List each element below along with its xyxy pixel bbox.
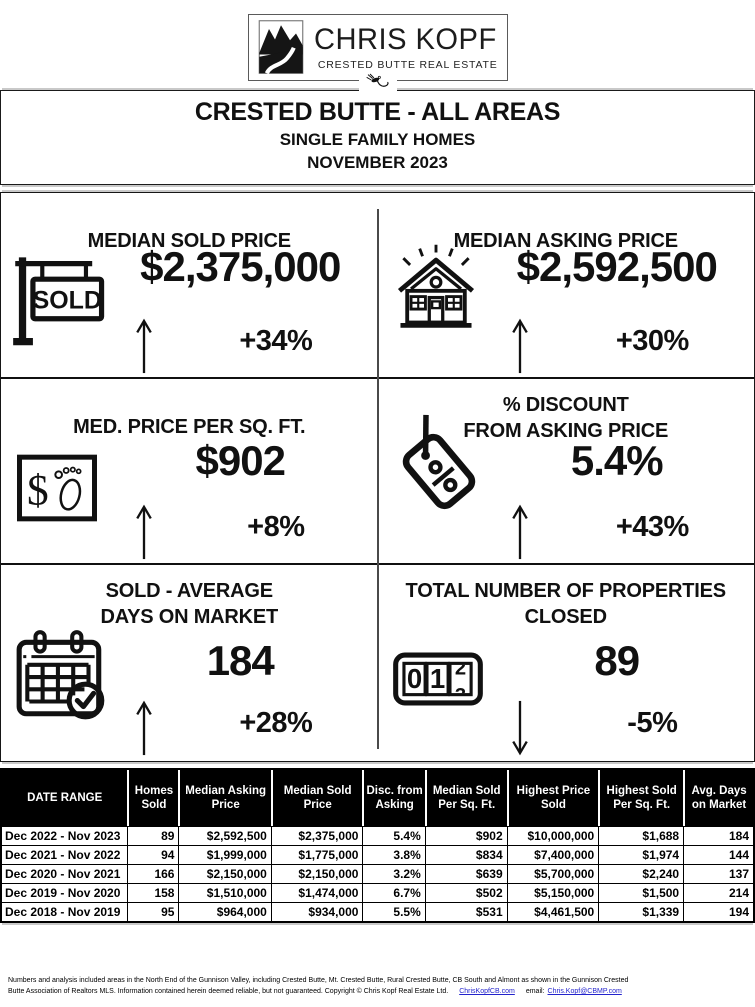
trend-down-arrow-icon <box>509 699 531 757</box>
stat-value: $902 <box>195 437 286 484</box>
stat-title: MEDIAN ASKING PRICE <box>453 230 679 252</box>
stat-title: % DISCOUNT FROM ASKING PRICE <box>463 394 669 442</box>
stat-panel-median-sold-price: MEDIAN SOLD PRICE SOLD $2,375,000 +34% <box>1 193 378 377</box>
stats-grid: MEDIAN SOLD PRICE SOLD $2,375,000 +34% <box>0 192 755 762</box>
table-row: Dec 2018 - Nov 2019 95 $964,000 $934,000… <box>2 902 753 921</box>
trend-up-arrow-icon <box>509 317 531 375</box>
brand-tagline: CRESTED BUTTE REAL ESTATE <box>317 58 498 71</box>
stat-change: +34% <box>239 325 313 357</box>
cell-date-range: Dec 2018 - Nov 2019 <box>2 902 128 921</box>
trend-up-arrow-icon <box>133 503 155 561</box>
cell-date-range: Dec 2022 - Nov 2023 <box>2 826 128 845</box>
website-link[interactable]: ChrisKopfCB.com <box>459 988 515 996</box>
stat-panel-price-per-sqft: MED. PRICE PER SQ. FT. $ $902 <box>1 379 378 563</box>
stat-panel-days-on-market: SOLD - AVERAGE DAYS ON MARKET 184 <box>1 565 378 761</box>
sold-sign-icon: SOLD <box>9 247 113 353</box>
cell-date-range: Dec 2019 - Nov 2020 <box>2 883 128 902</box>
table-row: Dec 2019 - Nov 2020 158 $1,510,000 $1,47… <box>2 883 753 902</box>
svg-text:2: 2 <box>454 657 465 679</box>
svg-text:$: $ <box>27 467 49 515</box>
price-tag-percent-icon <box>384 411 494 521</box>
stat-value: 5.4% <box>570 437 664 484</box>
logo-text: CHRIS KOPF CRESTED BUTTE REAL ESTATE <box>314 23 502 71</box>
email-label: email: <box>525 988 545 996</box>
stat-change: +8% <box>247 511 305 543</box>
table-header-cell: Avg. Days on Market <box>683 770 753 826</box>
svg-text:0: 0 <box>406 663 421 694</box>
stat-panel-properties-closed: TOTAL NUMBER OF PROPERTIES CLOSED 0 1 2 3 <box>378 565 755 761</box>
stat-title: TOTAL NUMBER OF PROPERTIES CLOSED <box>405 580 727 628</box>
stat-title: MEDIAN SOLD PRICE <box>87 230 291 252</box>
fishing-fly-icon <box>358 73 397 91</box>
stat-change: +28% <box>239 707 313 739</box>
brand-logo: CHRIS KOPF CRESTED BUTTE REAL ESTATE <box>247 14 508 91</box>
email-link[interactable]: Chris.Kopf@CBMP.com <box>547 988 622 996</box>
page-title: CRESTED BUTTE - ALL AREAS <box>194 98 561 126</box>
disclaimer-line1: Numbers and analysis included areas in t… <box>8 977 629 984</box>
disclaimer-footer: Numbers and analysis included areas in t… <box>8 975 749 997</box>
counter-icon: 0 1 2 3 <box>392 649 484 709</box>
table-header-cell: Highest Price Sold <box>506 770 599 826</box>
table-row: Dec 2022 - Nov 2023 89 $2,592,500 $2,375… <box>2 826 753 845</box>
stat-change: +30% <box>615 325 689 357</box>
dollar-footprint-icon: $ <box>15 453 99 523</box>
table-row: Dec 2021 - Nov 2022 94 $1,999,000 $1,775… <box>2 845 753 864</box>
trend-up-arrow-icon <box>133 317 155 375</box>
stat-value: 89 <box>594 637 640 684</box>
brand-name: CHRIS KOPF <box>313 22 497 56</box>
report-period: NOVEMBER 2023 <box>307 153 448 172</box>
svg-text:3: 3 <box>454 685 465 707</box>
cell-date-range: Dec 2020 - Nov 2021 <box>2 864 128 883</box>
stat-value: 184 <box>206 637 275 684</box>
stat-panel-discount-from-asking: % DISCOUNT FROM ASKING PRICE 5.4% <box>378 379 755 563</box>
stats-row-3: SOLD - AVERAGE DAYS ON MARKET 184 <box>1 565 754 761</box>
table-header-cell: Disc. from Asking <box>362 770 425 826</box>
svg-text:SOLD: SOLD <box>33 286 102 314</box>
cell-date-range: Dec 2021 - Nov 2022 <box>2 845 128 864</box>
stats-row-1: MEDIAN SOLD PRICE SOLD $2,375,000 +34% <box>1 193 754 379</box>
disclaimer-line2: Butte Association of Realtors MLS. Infor… <box>8 988 449 996</box>
stat-change: -5% <box>627 707 678 739</box>
logo-row: CHRIS KOPF CRESTED BUTTE REAL ESTATE <box>0 0 755 91</box>
stat-title: SOLD - AVERAGE DAYS ON MARKET <box>100 580 279 628</box>
table-header-cell: Homes Sold <box>127 770 179 826</box>
report-header: CRESTED BUTTE - ALL AREAS SINGLE FAMILY … <box>0 90 755 185</box>
center-divider <box>376 209 379 749</box>
stat-change: +43% <box>615 511 689 543</box>
table-header-cell: Highest Sold Per Sq. Ft. <box>598 770 684 826</box>
table-header-row: DATE RANGE Homes Sold Median Asking Pric… <box>2 770 753 826</box>
table-header-cell: Median Asking Price <box>178 770 271 826</box>
trend-up-arrow-icon <box>509 503 531 561</box>
mountain-river-logo-icon <box>258 19 304 74</box>
table-row: Dec 2020 - Nov 2021 166 $2,150,000 $2,15… <box>2 864 753 883</box>
stats-row-2: MED. PRICE PER SQ. FT. $ $902 <box>1 379 754 565</box>
stat-panel-median-asking-price: MEDIAN ASKING PRICE <box>378 193 755 377</box>
table-header-cell: Median Sold Per Sq. Ft. <box>424 770 507 826</box>
calendar-check-icon <box>11 623 113 727</box>
market-history-table: DATE RANGE Homes Sold Median Asking Pric… <box>0 768 755 923</box>
stat-value: $2,592,500 <box>516 243 718 290</box>
stat-title: MED. PRICE PER SQ. FT. <box>73 416 306 438</box>
house-shine-icon <box>388 237 484 337</box>
page-subtitle: SINGLE FAMILY HOMES <box>279 130 476 149</box>
trend-up-arrow-icon <box>133 699 155 757</box>
stat-value: $2,375,000 <box>140 243 341 290</box>
svg-text:1: 1 <box>429 663 444 694</box>
table-header-cell: DATE RANGE <box>2 770 128 826</box>
market-history-table-wrap: DATE RANGE Homes Sold Median Asking Pric… <box>0 768 755 923</box>
table-header-cell: Median Sold Price <box>270 770 363 826</box>
